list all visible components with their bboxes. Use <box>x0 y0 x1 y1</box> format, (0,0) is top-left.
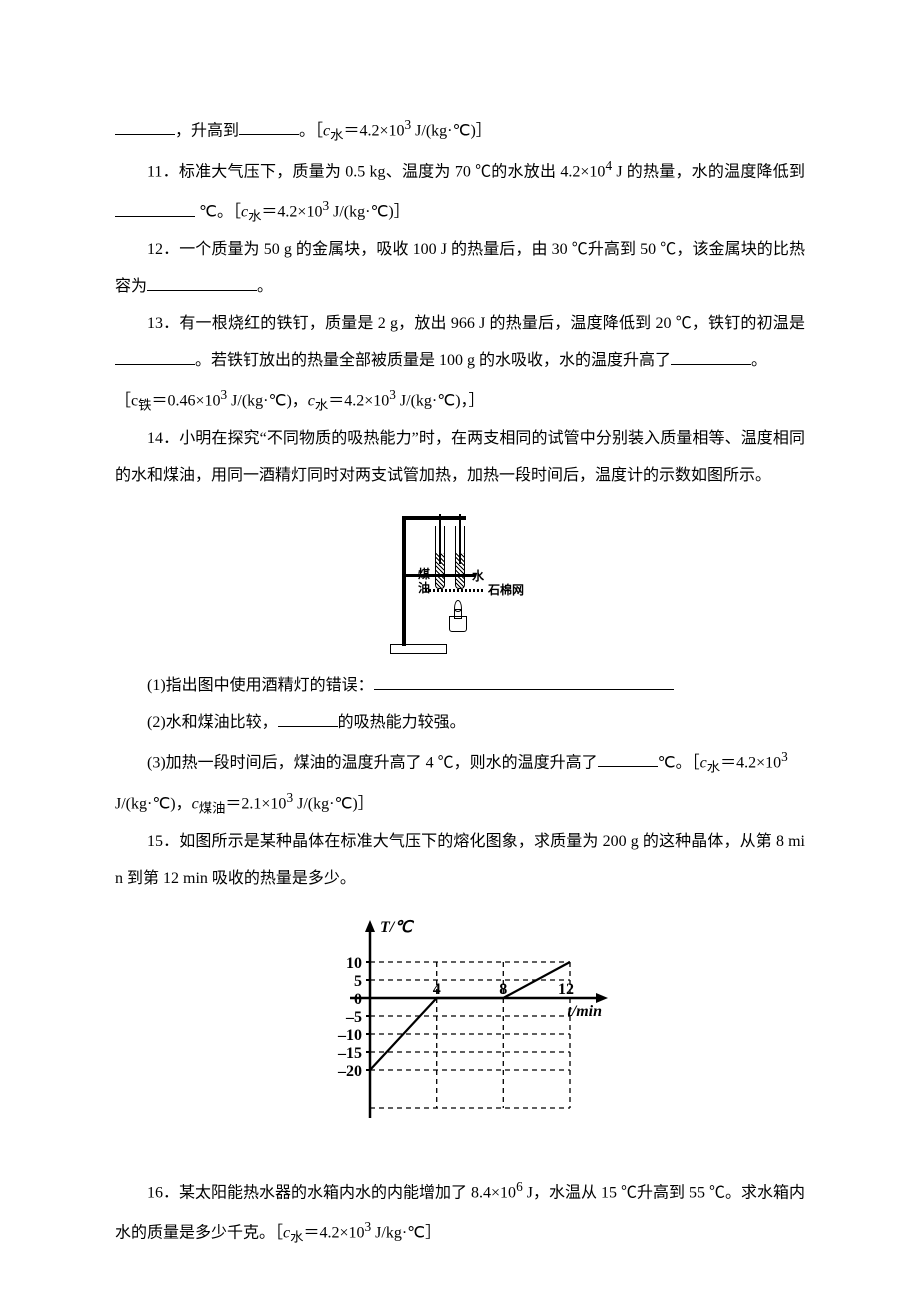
text: 标准大气压下，质量为 0.5 kg、温度为 70 ℃的水放出 4.2×10 <box>179 163 606 180</box>
blank <box>147 274 257 291</box>
label-gauze: 石棉网 <box>488 584 524 597</box>
apparatus-figure: 煤油 水 石棉网 <box>115 504 805 658</box>
text: ＝4.2×10 <box>720 754 781 771</box>
subscript: 水 <box>290 1230 303 1245</box>
question-number: 14． <box>147 430 179 447</box>
svg-text:–5: –5 <box>345 1009 362 1026</box>
stand-base <box>390 644 447 654</box>
text: ［c <box>115 392 138 409</box>
text: J/(kg·℃)］ <box>329 204 410 221</box>
text: 的吸热能力较强。 <box>338 714 466 731</box>
question-number: 13． <box>147 315 179 332</box>
text: ＝4.2×10 <box>303 1224 364 1241</box>
svg-text:–15: –15 <box>337 1045 362 1062</box>
question-14-part3: (3)加热一段时间后，煤油的温度升高了 4 ℃，则水的温度升高了℃。［c水＝4.… <box>115 742 805 824</box>
text: J/(kg·℃)，］ <box>396 392 485 409</box>
label-kerosene: 煤油 <box>410 568 430 594</box>
question-14-part2: (2)水和煤油比较， 的吸热能力较强。 <box>115 705 805 742</box>
subscript: 铁 <box>138 397 151 412</box>
text: ℃。［ <box>195 204 241 221</box>
text: ＝2.1×10 <box>225 795 286 812</box>
svg-text:–20: –20 <box>337 1063 362 1080</box>
question-number: 15． <box>147 833 179 850</box>
subscript: 煤油 <box>199 801 226 816</box>
text: 如图所示是某种晶体在标准大气压下的熔化图象，求质量为 200 g 的这种晶体，从… <box>115 833 805 887</box>
label-water: 水 <box>472 570 484 583</box>
line-chart: 10 5 0 –5 –10 –15 –20 <box>300 908 620 1138</box>
text: J/kg·℃］ <box>371 1224 441 1241</box>
question-16: 16．某太阳能热水器的水箱内水的内能增加了 8.4×106 J，水温从 15 ℃… <box>115 1172 805 1253</box>
symbol-c: c <box>308 392 315 409</box>
stand-pole <box>402 516 406 646</box>
svg-text:T/℃: T/℃ <box>380 919 414 936</box>
svg-text:12: 12 <box>558 981 574 998</box>
blank <box>671 348 751 365</box>
text: ＝4.2×10 <box>328 392 389 409</box>
text: J 的热量，水的温度降低到 <box>612 163 805 180</box>
text: (2)水和煤油比较， <box>147 714 278 731</box>
question-10-tail: ，升高到。［c水＝4.2×103 J/(kg·℃)］ <box>115 110 805 151</box>
text: 。 <box>257 278 273 295</box>
blank <box>115 200 195 217</box>
alcohol-burner <box>445 604 469 634</box>
text: 小明在探究“不同物质的吸热能力”时，在两支相同的试管中分别装入质量相等、温度相同… <box>115 430 805 484</box>
melting-chart: 10 5 0 –5 –10 –15 –20 <box>115 908 805 1142</box>
svg-text:t/min: t/min <box>567 1003 602 1020</box>
stand-clamp <box>406 516 466 520</box>
svg-text:10: 10 <box>346 955 362 972</box>
exponent: 6 <box>516 1179 523 1194</box>
text: ＝0.46×10 <box>151 392 220 409</box>
question-number: 12． <box>147 241 179 258</box>
text: 有一根烧红的铁钉，质量是 2 g，放出 966 J 的热量后，温度降低到 20 … <box>179 315 805 332</box>
question-11: 11．标准大气压下，质量为 0.5 kg、温度为 70 ℃的水放出 4.2×10… <box>115 151 805 232</box>
subscript: 水 <box>315 397 328 412</box>
text: 。 <box>751 352 767 369</box>
text: J/(kg·℃)， <box>115 795 192 812</box>
symbol-c: c <box>192 795 199 812</box>
text: (1)指出图中使用酒精灯的错误： <box>147 677 374 694</box>
thermometer <box>439 514 441 564</box>
subscript: 水 <box>248 209 261 224</box>
blank <box>239 118 299 135</box>
subscript: 水 <box>330 128 343 143</box>
svg-text:4: 4 <box>433 981 441 998</box>
asbestos-gauze <box>425 589 485 592</box>
svg-text:5: 5 <box>354 973 362 990</box>
svg-text:0: 0 <box>354 991 362 1008</box>
text: 。［ <box>299 122 323 139</box>
question-number: 16． <box>147 1184 179 1201</box>
question-14: 14．小明在探究“不同物质的吸热能力”时，在两支相同的试管中分别装入质量相等、温… <box>115 421 805 495</box>
text: ，升高到 <box>175 122 239 139</box>
blank <box>278 710 338 727</box>
thermometer <box>459 514 461 564</box>
text: J/(kg·℃)］ <box>293 795 374 812</box>
exponent: 3 <box>389 387 396 402</box>
blank <box>374 673 674 690</box>
burner-body <box>449 616 467 632</box>
page: ，升高到。［c水＝4.2×103 J/(kg·℃)］ 11．标准大气压下，质量为… <box>0 0 920 1313</box>
question-15: 15．如图所示是某种晶体在标准大气压下的熔化图象，求质量为 200 g 的这种晶… <box>115 824 805 898</box>
question-13: 13．有一根烧红的铁钉，质量是 2 g，放出 966 J 的热量后，温度降低到 … <box>115 306 805 380</box>
question-number: 11． <box>147 163 179 180</box>
symbol-c: c <box>700 754 707 771</box>
text: ＝4.2×10 <box>343 122 404 139</box>
blank <box>115 118 175 135</box>
svg-text:–10: –10 <box>337 1027 362 1044</box>
text: 。若铁钉放出的热量全部被质量是 100 g 的水吸收，水的温度升高了 <box>195 352 671 369</box>
subscript: 水 <box>707 759 720 774</box>
text: 某太阳能热水器的水箱内水的内能增加了 8.4×10 <box>179 1184 516 1201</box>
exponent: 3 <box>781 749 788 764</box>
question-12: 12．一个质量为 50 g 的金属块，吸收 100 J 的热量后，由 30 ℃升… <box>115 232 805 306</box>
text: (3)加热一段时间后，煤油的温度升高了 4 ℃，则水的温度升高了 <box>147 754 598 771</box>
blank <box>598 750 658 767</box>
question-13-constants: ［c铁＝0.46×103 J/(kg·℃)，c水＝4.2×103 J/(kg·℃… <box>115 380 805 421</box>
text: J/(kg·℃)］ <box>411 122 492 139</box>
text: ＝4.2×10 <box>261 204 322 221</box>
question-14-part1: (1)指出图中使用酒精灯的错误： <box>115 668 805 705</box>
text: ℃。［ <box>658 754 700 771</box>
blank <box>115 348 195 365</box>
text: J/(kg·℃)， <box>227 392 308 409</box>
apparatus-drawing: 煤油 水 石棉网 <box>390 504 530 654</box>
